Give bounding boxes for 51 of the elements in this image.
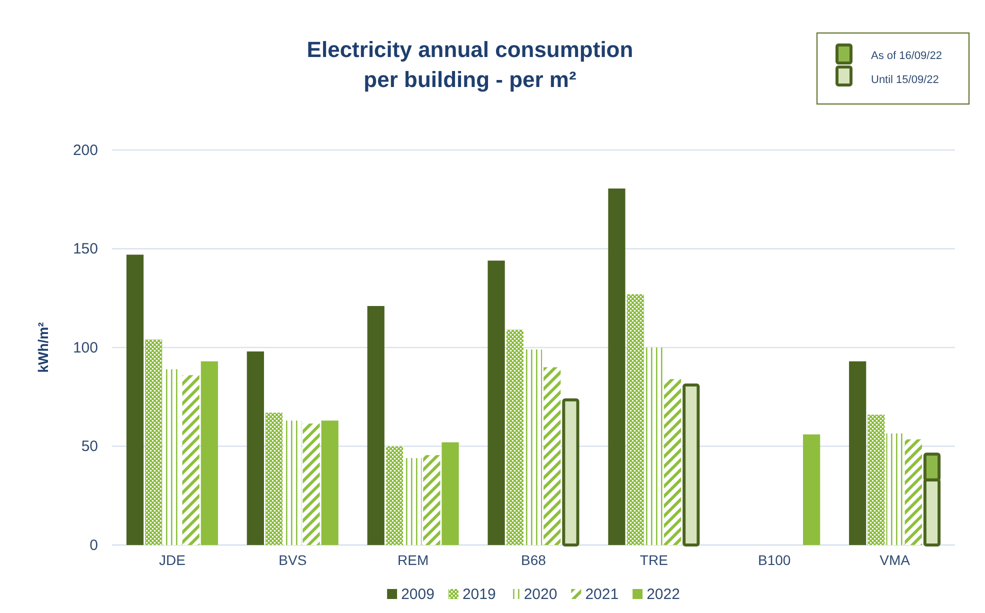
bar xyxy=(246,351,264,545)
bar xyxy=(164,369,181,545)
bar xyxy=(404,458,422,545)
bar xyxy=(524,349,542,545)
legend-label: 2020 xyxy=(524,586,558,603)
bar xyxy=(562,398,580,546)
y-axis-title: kWh/m² xyxy=(35,322,51,373)
bar xyxy=(664,379,682,545)
bar xyxy=(386,446,404,545)
x-tick-label: B100 xyxy=(758,552,791,568)
bar xyxy=(488,260,505,545)
y-tick-label: 50 xyxy=(81,438,98,456)
bar xyxy=(645,348,662,545)
legend-label: 2021 xyxy=(585,586,619,603)
y-tick-label: 150 xyxy=(72,240,98,258)
bar xyxy=(200,361,218,545)
x-tick-label: REM xyxy=(398,552,429,568)
bar xyxy=(423,455,440,545)
bar xyxy=(182,375,200,545)
legend-label: 2022 xyxy=(646,586,680,603)
x-tick-label: B68 xyxy=(521,552,546,568)
bar xyxy=(367,306,384,545)
y-tick-label: 200 xyxy=(72,142,98,159)
y-tick-label: 0 xyxy=(90,536,98,554)
bar xyxy=(321,420,338,545)
x-tick-label: VMA xyxy=(880,552,911,568)
bar xyxy=(904,439,922,545)
bar xyxy=(265,412,283,545)
x-tick-label: BVS xyxy=(278,552,307,568)
bar xyxy=(682,384,700,546)
bar xyxy=(803,434,820,545)
chart-title: Electricity annual consumption per building - per m² xyxy=(306,37,634,92)
bar xyxy=(544,367,561,545)
legend-label: As of 16/09/22 xyxy=(871,50,942,62)
bar xyxy=(284,420,302,545)
x-tick-label: JDE xyxy=(158,552,186,568)
bar xyxy=(849,361,866,545)
bar xyxy=(868,414,885,545)
bar xyxy=(608,188,626,545)
legend-label: 2019 xyxy=(462,586,496,603)
bar xyxy=(126,254,144,545)
bar xyxy=(442,442,459,545)
bar xyxy=(506,330,524,545)
bar xyxy=(626,294,644,545)
bar xyxy=(886,433,904,545)
legend-label: Until 15/09/22 xyxy=(871,74,939,86)
y-tick-label: 100 xyxy=(72,339,98,356)
x-tick-label: TRE xyxy=(640,552,668,568)
bar xyxy=(302,424,320,545)
bar xyxy=(145,340,162,545)
legend-label: 2009 xyxy=(401,586,434,603)
